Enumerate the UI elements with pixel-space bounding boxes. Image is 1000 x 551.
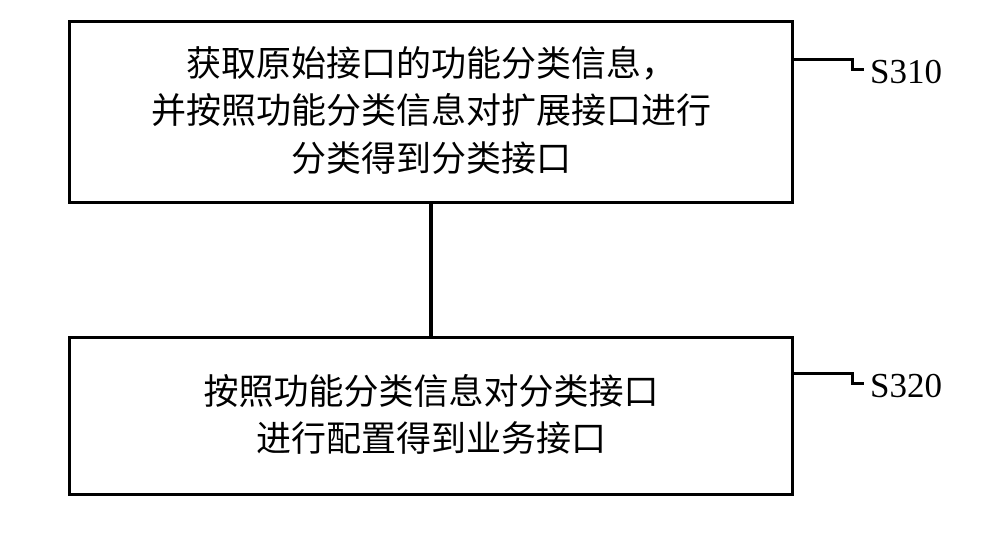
node-text-line: 获取原始接口的功能分类信息， xyxy=(186,41,676,88)
label-connector-segment xyxy=(851,382,864,385)
node-text-line: 进行配置得到业务接口 xyxy=(256,416,606,463)
label-connector-segment xyxy=(794,372,854,375)
step-label-s310: S310 xyxy=(870,52,942,92)
flowchart-node-s320: 按照功能分类信息对分类接口 进行配置得到业务接口 xyxy=(68,336,794,496)
step-label-s320: S320 xyxy=(870,366,942,406)
label-connector-segment xyxy=(794,58,854,61)
flowchart-edge xyxy=(429,204,433,336)
node-text-line: 并按照功能分类信息对扩展接口进行 xyxy=(151,88,711,135)
label-connector-segment xyxy=(851,68,864,71)
node-text-line: 分类得到分类接口 xyxy=(291,136,571,183)
node-text-line: 按照功能分类信息对分类接口 xyxy=(203,369,658,416)
flowchart-node-s310: 获取原始接口的功能分类信息， 并按照功能分类信息对扩展接口进行 分类得到分类接口 xyxy=(68,20,794,204)
flowchart-canvas: 获取原始接口的功能分类信息， 并按照功能分类信息对扩展接口进行 分类得到分类接口… xyxy=(0,0,1000,551)
